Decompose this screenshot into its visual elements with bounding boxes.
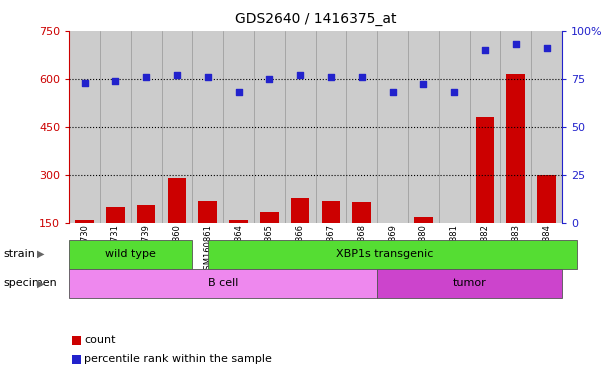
Bar — [192, 31, 223, 223]
Bar — [100, 31, 130, 223]
Point — [111, 78, 120, 84]
Point — [295, 72, 305, 78]
Text: wild type: wild type — [105, 249, 156, 260]
Bar — [500, 31, 531, 223]
Bar — [162, 31, 192, 223]
Bar — [137, 205, 155, 271]
Point — [172, 72, 182, 78]
Bar — [377, 31, 408, 223]
Point — [542, 45, 551, 51]
Text: tumor: tumor — [453, 278, 486, 288]
Bar — [168, 178, 186, 271]
Bar — [230, 220, 248, 271]
Bar — [131, 31, 162, 223]
Point — [418, 81, 428, 88]
Bar — [322, 201, 340, 271]
Bar — [377, 269, 562, 298]
Point — [326, 74, 336, 80]
Bar — [208, 240, 578, 269]
Bar — [285, 31, 316, 223]
Text: XBP1s transgenic: XBP1s transgenic — [336, 249, 433, 260]
Bar — [69, 269, 377, 298]
Bar — [75, 220, 94, 271]
Bar — [537, 175, 556, 271]
Bar — [414, 217, 433, 271]
Bar — [352, 202, 371, 271]
Bar — [346, 31, 377, 223]
Bar — [254, 31, 285, 223]
Bar — [445, 223, 463, 271]
Point — [450, 89, 459, 95]
Point — [264, 76, 274, 82]
Bar — [69, 240, 192, 269]
Bar — [475, 117, 494, 271]
Text: ▶: ▶ — [37, 278, 44, 288]
Bar — [198, 201, 217, 271]
Bar — [383, 223, 401, 271]
Point — [141, 74, 151, 80]
Point — [511, 41, 520, 47]
Point — [80, 79, 90, 86]
Bar — [507, 74, 525, 271]
Text: percentile rank within the sample: percentile rank within the sample — [84, 354, 272, 364]
Title: GDS2640 / 1416375_at: GDS2640 / 1416375_at — [235, 12, 396, 25]
Text: count: count — [84, 335, 115, 345]
Point — [357, 74, 367, 80]
Bar — [260, 212, 278, 271]
Bar — [531, 31, 562, 223]
Bar — [106, 207, 124, 271]
Point — [480, 47, 490, 53]
Text: ▶: ▶ — [37, 249, 44, 259]
Point — [388, 89, 397, 95]
Text: specimen: specimen — [3, 278, 56, 288]
Text: B cell: B cell — [208, 278, 239, 288]
Bar — [291, 198, 310, 271]
Bar — [223, 31, 254, 223]
Bar — [439, 31, 469, 223]
Bar — [69, 31, 100, 223]
Text: strain: strain — [3, 249, 35, 259]
Point — [203, 74, 213, 80]
Point — [234, 89, 243, 95]
Bar — [408, 31, 439, 223]
Bar — [316, 31, 346, 223]
Bar — [469, 31, 500, 223]
